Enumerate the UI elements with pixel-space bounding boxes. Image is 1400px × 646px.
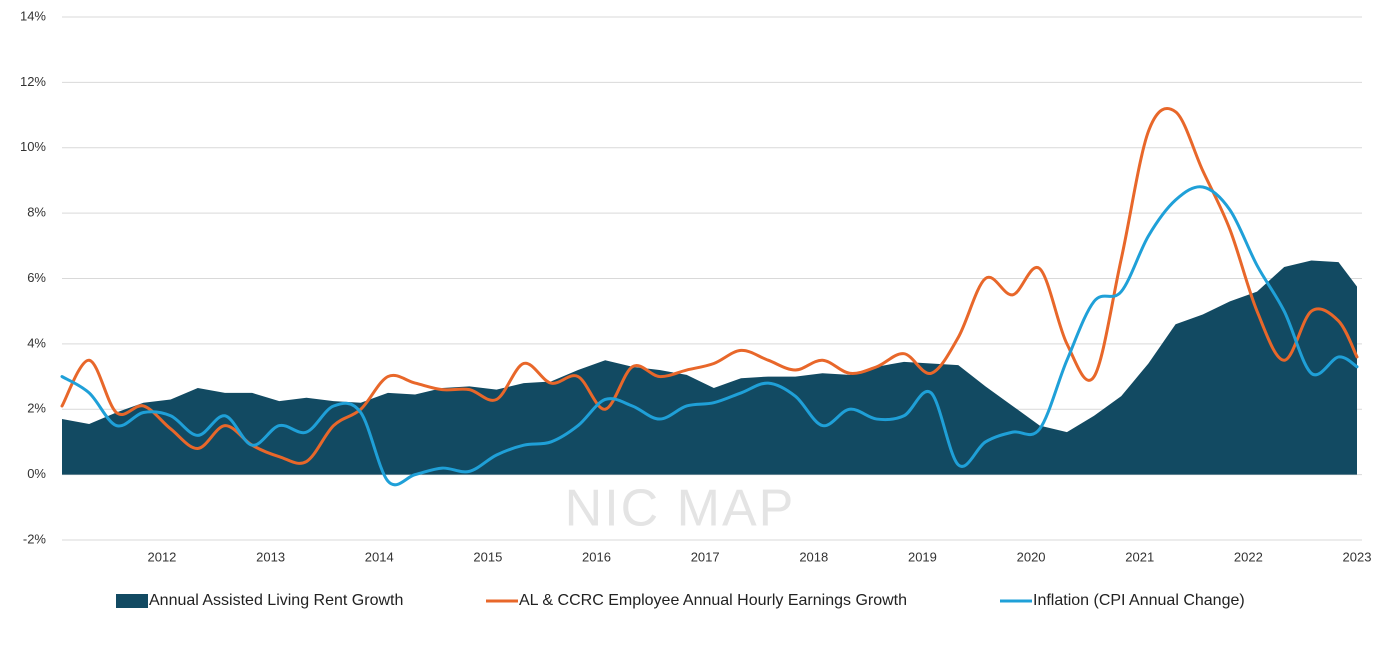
legend-swatch [116,594,148,608]
y-tick-label: 12% [20,74,46,89]
x-tick-label: 2015 [473,549,502,564]
line [60,107,1359,465]
legend-label: Inflation (CPI Annual Change) [1033,592,1245,609]
y-tick-label: 0% [27,466,46,481]
legend-label: Annual Assisted Living Rent Growth [149,592,403,609]
x-tick-label: 2018 [799,549,828,564]
y-tick-label: 4% [27,335,46,350]
x-tick-label: 2022 [1234,549,1263,564]
y-tick-label: 2% [27,401,46,416]
x-tick-label: 2012 [147,549,176,564]
y-tick-label: 14% [20,8,46,23]
x-tick-label: 2014 [365,549,394,564]
x-tick-label: 2019 [908,549,937,564]
x-tick-label: 2017 [691,549,720,564]
x-tick-label: 2021 [1125,549,1154,564]
legend-label: AL & CCRC Employee Annual Hourly Earning… [519,592,907,609]
y-tick-label: 8% [27,205,46,220]
y-tick-label: -2% [23,531,47,546]
x-tick-label: 2016 [582,549,611,564]
x-tick-label: 2023 [1343,549,1372,564]
area [62,260,1357,475]
watermark: NIC MAP [565,480,796,538]
y-tick-label: 6% [27,270,46,285]
y-tick-label: 10% [20,139,46,154]
x-tick-label: 2020 [1017,549,1046,564]
x-tick-label: 2013 [256,549,285,564]
line [60,185,1359,487]
